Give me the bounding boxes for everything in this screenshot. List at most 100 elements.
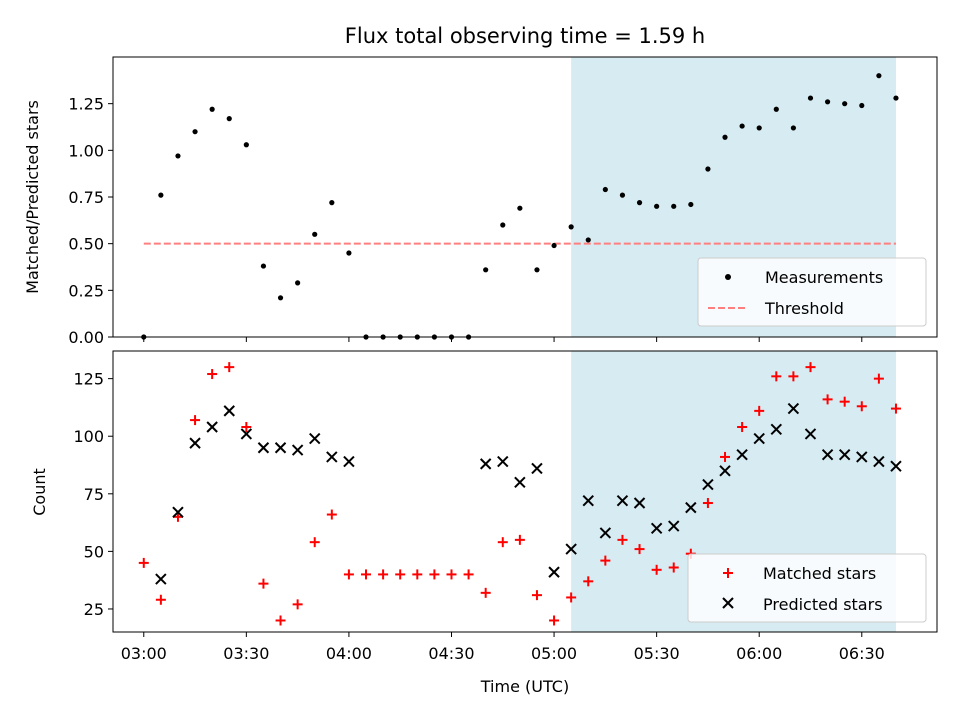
legend-threshold-label: Threshold — [764, 299, 844, 318]
matched-star-point — [446, 569, 457, 580]
measurement-point — [859, 102, 865, 109]
measurement-point — [893, 95, 899, 101]
matched-star-point — [651, 564, 662, 575]
bottom-panel: 25 50 75 100 125 03:00 03:30 04:00 04:30 05:00 05… — [30, 350, 938, 696]
matched-star-point — [839, 396, 850, 407]
bottom-legend-box — [687, 553, 927, 623]
matched-star-point — [788, 371, 799, 382]
legend-matched-marker — [723, 568, 733, 578]
measurement-point — [602, 186, 608, 193]
matched-star-point — [805, 362, 816, 373]
bottom-y-axis-label: Count — [30, 468, 49, 516]
x-diag-2 — [240, 428, 253, 440]
matched-star-point — [617, 534, 628, 545]
matched-star-point — [241, 422, 252, 433]
predicted-star-point — [565, 543, 577, 555]
top-legend-box — [697, 257, 927, 327]
matched-star-point — [566, 592, 577, 603]
y-tick-label: 1.00 — [68, 141, 104, 160]
measurement-point — [654, 203, 660, 209]
measurement-point — [243, 142, 249, 148]
bottom-axes-frame — [112, 350, 938, 633]
x-diag-2 — [497, 455, 509, 468]
predicted-star-point — [531, 462, 543, 475]
measurement-point — [295, 280, 301, 286]
matched-star-point — [549, 615, 560, 626]
bottom-y-ticks: 25 50 75 100 125 — [73, 370, 113, 619]
matched-star-point — [292, 599, 303, 610]
predicted-star-point — [599, 527, 612, 539]
x-tick-label: 03:00 — [121, 644, 167, 663]
measurement-point — [534, 267, 540, 273]
matched-star-point — [754, 405, 765, 416]
measurement-point — [175, 153, 181, 159]
measurement-point — [876, 73, 882, 79]
predicted-star-point — [514, 476, 526, 488]
x-diag-2 — [838, 448, 851, 461]
x-tick-label: 04:00 — [326, 644, 372, 663]
measurement-point — [158, 192, 164, 198]
predicted-star-point — [582, 495, 594, 507]
y-tick-label: 50 — [84, 542, 104, 561]
matched-star-point — [190, 415, 201, 426]
x-diag-2 — [189, 437, 201, 449]
y-tick-label: 0.50 — [68, 235, 104, 254]
predicted-star-point — [172, 506, 184, 518]
x-tick-label: 06:00 — [736, 644, 782, 663]
matched-star-point — [634, 544, 645, 555]
x-diag-2 — [565, 543, 577, 555]
predicted-star-point — [838, 448, 851, 461]
x-diag-2 — [514, 476, 526, 488]
top-panel: 0.00 0.25 0.50 0.75 1.00 1.25 Matched/Predict… — [23, 56, 938, 347]
top-legend: Measurements Threshold — [697, 257, 927, 327]
x-diag-2 — [668, 520, 680, 532]
predicted-star-point — [890, 460, 902, 472]
measurement-point — [226, 116, 232, 122]
predicted-star-point — [309, 432, 321, 445]
legend-matched-label: Matched stars — [763, 564, 876, 583]
matched-star-point — [737, 422, 748, 433]
measurement-point — [517, 205, 523, 211]
x-diag-2 — [223, 405, 235, 417]
predicted-star-point — [650, 522, 663, 535]
x-diag-2 — [633, 497, 646, 509]
y-tick-label: 125 — [73, 370, 104, 389]
top-x-ticks — [143, 337, 863, 342]
predicted-star-point — [856, 451, 868, 463]
predicted-star-point — [685, 501, 697, 514]
predicted-star-point — [616, 495, 629, 507]
matched-star-point — [395, 569, 406, 580]
matched-star-point — [873, 373, 884, 384]
x-diag-2 — [326, 451, 338, 463]
x-diag-2 — [736, 448, 748, 461]
predicted-star-point — [155, 573, 167, 585]
matched-star-point — [207, 369, 218, 380]
top-axes-frame — [112, 56, 938, 338]
matched-star-point — [378, 569, 389, 580]
measurement-points — [141, 73, 899, 340]
measurement-point — [790, 125, 796, 131]
measurement-point — [277, 295, 284, 301]
y-tick-label: 0.75 — [68, 188, 104, 207]
y-tick-label: 1.25 — [68, 95, 104, 114]
measurement-point — [773, 106, 779, 112]
measurement-point — [705, 166, 711, 172]
predicted-star-point — [497, 455, 509, 468]
y-tick-label: 0.00 — [68, 328, 104, 347]
matched-star-point — [138, 557, 149, 568]
x-tick-label: 03:30 — [223, 644, 269, 663]
chart-title: Flux total observing time = 1.59 h — [345, 24, 705, 48]
x-diag-2 — [702, 478, 714, 491]
x-tick-label: 05:30 — [634, 644, 680, 663]
measurement-point — [636, 200, 643, 206]
matched-star-point — [702, 498, 713, 509]
predicted-star-point — [257, 442, 270, 454]
x-tick-label: 06:30 — [839, 644, 885, 663]
predicted-star-point — [668, 520, 680, 532]
measurement-point — [842, 101, 848, 107]
x-diag-2 — [804, 428, 817, 440]
x-diag-2 — [257, 442, 270, 454]
y-tick-label: 0.25 — [68, 281, 104, 300]
x-diag-2 — [206, 421, 218, 433]
